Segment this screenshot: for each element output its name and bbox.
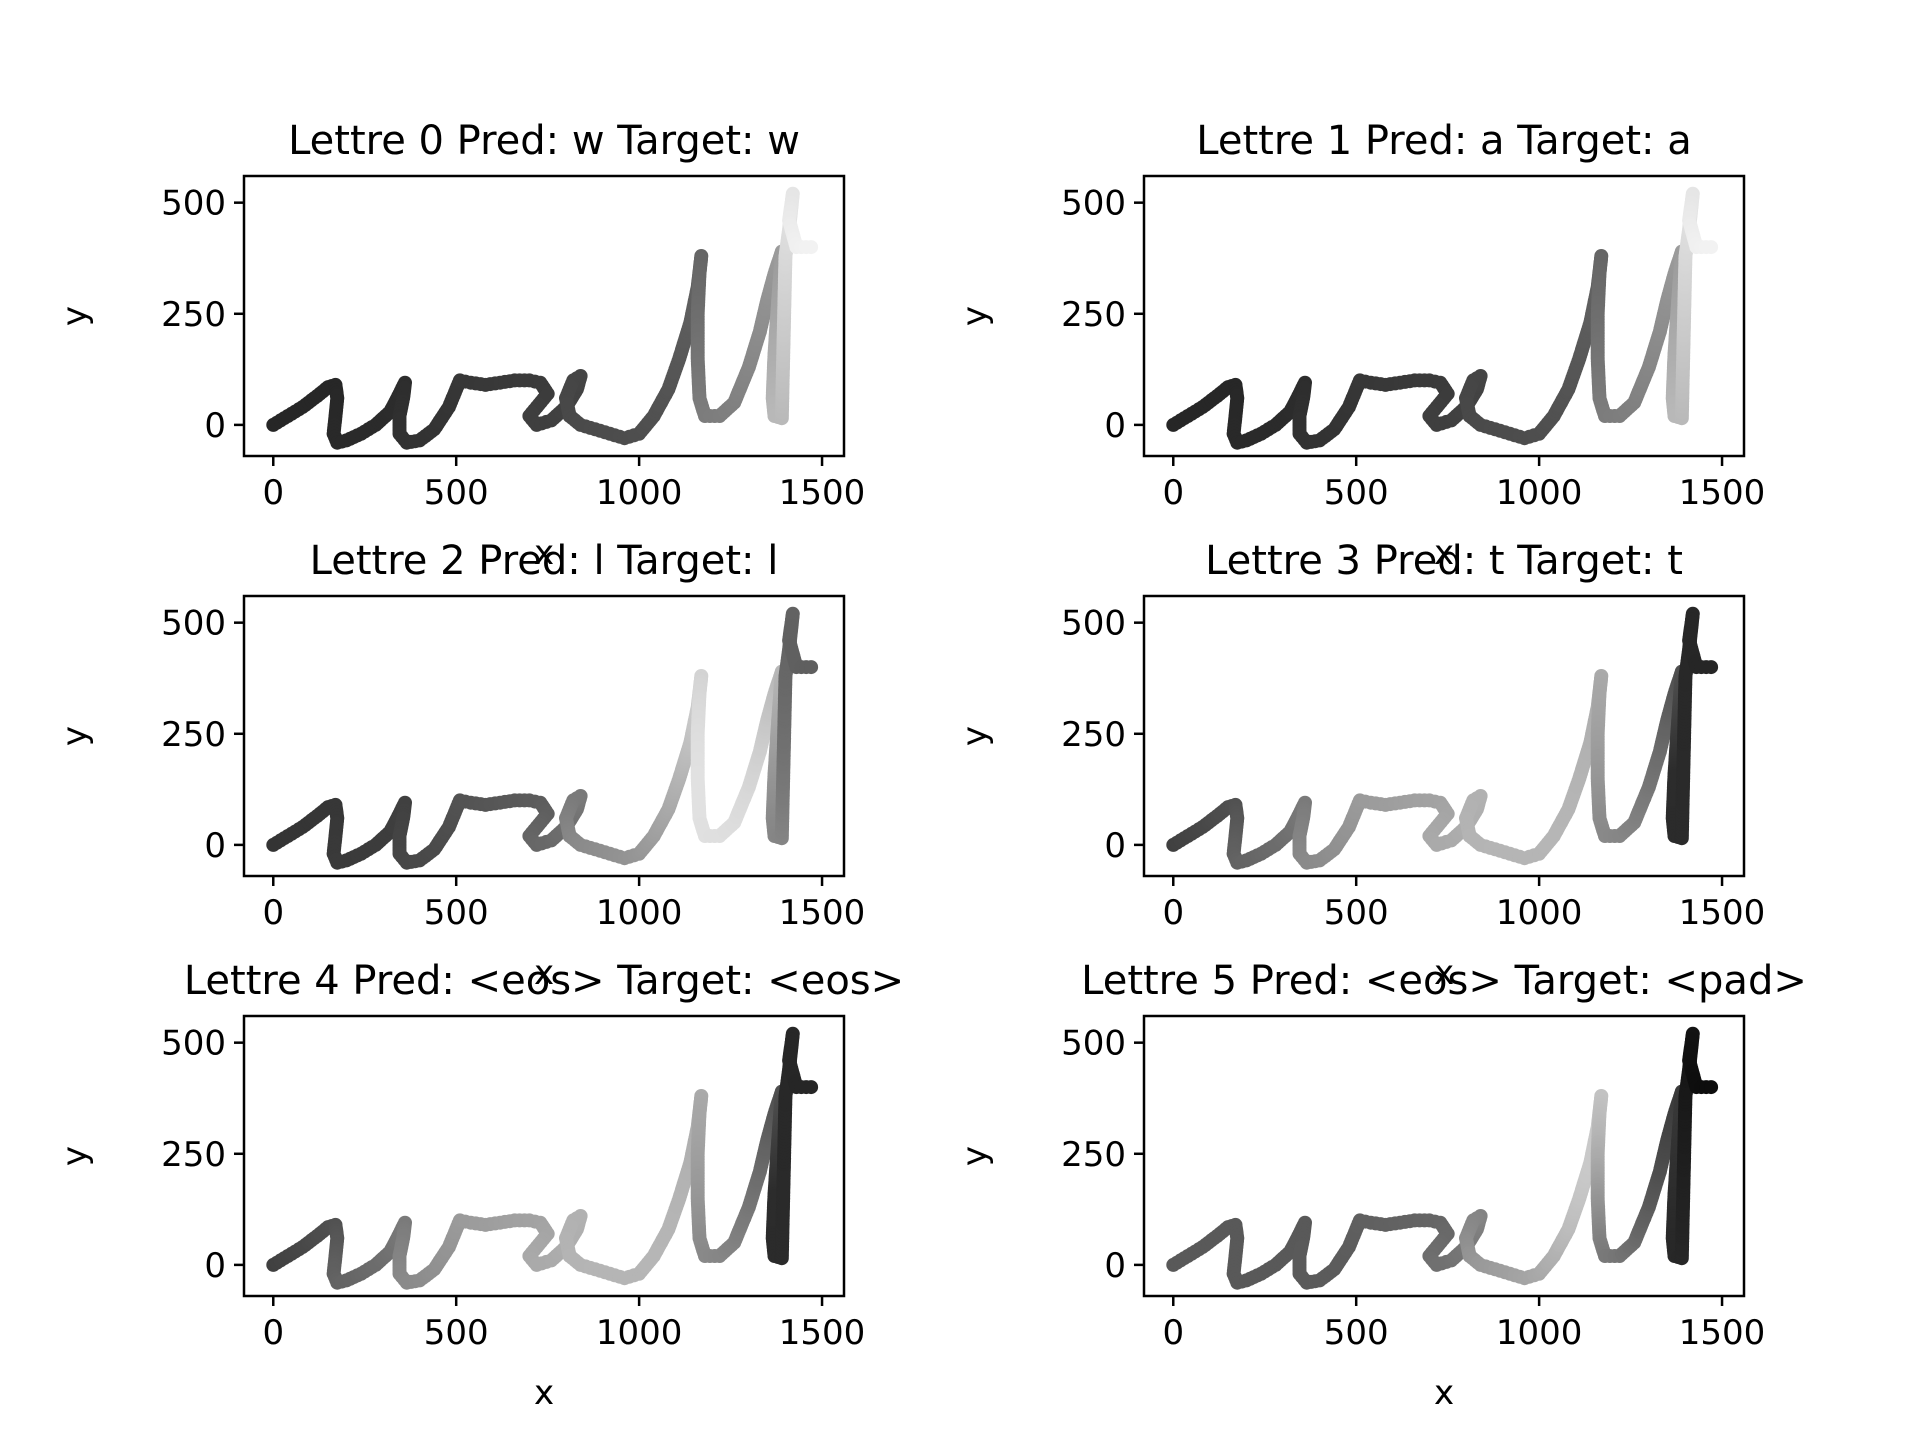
y-tick-label: 0	[1104, 406, 1126, 446]
x-tick-label: 0	[262, 893, 284, 933]
y-axis-label: y	[955, 306, 995, 326]
x-tick-label: 500	[1324, 473, 1389, 513]
x-tick-label: 0	[1162, 1313, 1184, 1353]
scatter-points	[266, 186, 819, 450]
subplot-title: Lettre 3 Pred: t Target: t	[1205, 538, 1683, 584]
subplot-1: 0 500 1000 1500 0 250 500 Lettre 1 Pred: a Targ…	[955, 118, 1765, 573]
x-axis-label: x	[1434, 953, 1454, 993]
y-tick-label: 500	[161, 184, 226, 224]
data-point	[1704, 240, 1719, 255]
scatter-points	[266, 606, 819, 870]
subplot-2: 0 500 1000 1500 0 250 500 Lettre 2 Pred: l Targ…	[55, 538, 865, 993]
axes-frame	[242, 174, 846, 458]
y-tick-label: 250	[1061, 715, 1126, 755]
x-tick-label: 1500	[1679, 473, 1766, 513]
x-tick-label: 0	[1162, 893, 1184, 933]
axes-frame	[1142, 174, 1746, 458]
y-tick-label: 500	[161, 604, 226, 644]
x-tick-label: 0	[262, 1313, 284, 1353]
data-point	[804, 660, 819, 675]
subplot-title: Lettre 2 Pred: l Target: l	[310, 538, 779, 584]
y-axis-label: y	[55, 306, 95, 326]
x-axis-label: x	[534, 533, 554, 573]
x-axis-label: x	[534, 1373, 554, 1413]
scatter-points	[266, 1026, 819, 1290]
subplot-4: 0 500 1000 1500 0 250 500 Lettre 4 Pred: <eos> …	[55, 958, 904, 1413]
x-tick-label: 500	[1324, 1313, 1389, 1353]
x-axis-label: x	[1434, 1373, 1454, 1413]
y-tick-label: 0	[204, 406, 226, 446]
x-tick-label: 1000	[1496, 1313, 1583, 1353]
data-point	[1704, 660, 1719, 675]
subplot-title: Lettre 5 Pred: <eos> Target: <pad>	[1081, 958, 1807, 1004]
y-tick-label: 500	[161, 1024, 226, 1064]
axes-frame	[1142, 1014, 1746, 1298]
x-tick-label: 500	[424, 1313, 489, 1353]
x-tick-label: 1000	[1496, 893, 1583, 933]
y-tick-label: 500	[1061, 1024, 1126, 1064]
scatter-points	[1166, 186, 1719, 450]
data-point	[1704, 1080, 1719, 1095]
data-point	[804, 1080, 819, 1095]
x-tick-label: 1500	[779, 893, 866, 933]
x-axis-label: x	[1434, 533, 1454, 573]
y-tick-label: 0	[204, 1246, 226, 1286]
scatter-points	[1166, 1026, 1719, 1290]
subplot-title: Lettre 4 Pred: <eos> Target: <eos>	[184, 958, 904, 1004]
x-tick-label: 500	[424, 893, 489, 933]
x-tick-label: 1500	[779, 1313, 866, 1353]
y-tick-label: 250	[1061, 295, 1126, 335]
axes-frame	[242, 1014, 846, 1298]
subplot-3: 0 500 1000 1500 0 250 500 Lettre 3 Pred: t Targ…	[955, 538, 1765, 993]
subplot-title: Lettre 0 Pred: w Target: w	[288, 118, 800, 164]
x-tick-label: 0	[1162, 473, 1184, 513]
x-tick-label: 1000	[596, 473, 683, 513]
x-tick-label: 1000	[596, 1313, 683, 1353]
axes-frame	[1142, 594, 1746, 878]
x-tick-label: 500	[1324, 893, 1389, 933]
y-tick-label: 250	[1061, 1135, 1126, 1175]
y-axis-label: y	[955, 1146, 995, 1166]
y-tick-label: 500	[1061, 604, 1126, 644]
subplot-title: Lettre 1 Pred: a Target: a	[1196, 118, 1691, 164]
y-tick-label: 250	[161, 1135, 226, 1175]
x-tick-label: 1500	[1679, 893, 1766, 933]
y-tick-label: 500	[1061, 184, 1126, 224]
y-tick-label: 0	[204, 826, 226, 866]
x-tick-label: 1500	[779, 473, 866, 513]
y-axis-label: y	[955, 726, 995, 746]
x-tick-label: 1500	[1679, 1313, 1766, 1353]
y-tick-label: 250	[161, 295, 226, 335]
axes-frame	[242, 594, 846, 878]
x-tick-label: 1000	[1496, 473, 1583, 513]
x-tick-label: 1000	[596, 893, 683, 933]
x-tick-label: 500	[424, 473, 489, 513]
y-tick-label: 250	[161, 715, 226, 755]
x-tick-label: 0	[262, 473, 284, 513]
data-point	[804, 240, 819, 255]
subplot-0: 0 500 1000 1500 0 250 500 Lettre 0 Pred: w Targ…	[55, 118, 865, 573]
scatter-points	[1166, 606, 1719, 870]
y-tick-label: 0	[1104, 1246, 1126, 1286]
y-axis-label: y	[55, 1146, 95, 1166]
y-tick-label: 0	[1104, 826, 1126, 866]
y-axis-label: y	[55, 726, 95, 746]
x-axis-label: x	[534, 953, 554, 993]
subplot-5: 0 500 1000 1500 0 250 500 Lettre 5 Pred: <eos> …	[955, 958, 1807, 1413]
